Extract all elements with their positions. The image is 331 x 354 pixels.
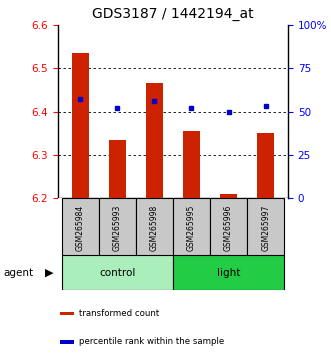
Bar (258, 133, 274, 198)
Bar (220, 194, 237, 198)
Bar (136, 198, 173, 255)
Text: percentile rank within the sample: percentile rank within the sample (79, 337, 224, 347)
Text: light: light (217, 268, 240, 278)
Bar (210, 198, 247, 255)
Bar (247, 198, 284, 255)
Text: control: control (99, 268, 135, 278)
Text: GSM265984: GSM265984 (76, 205, 85, 251)
Text: agent: agent (3, 268, 33, 278)
Text: GSM265998: GSM265998 (150, 205, 159, 251)
Bar (109, 140, 126, 198)
Text: ▶: ▶ (45, 268, 53, 278)
Text: GSM265996: GSM265996 (224, 205, 233, 251)
Bar (173, 198, 210, 255)
Bar (146, 83, 163, 198)
Bar (72, 53, 88, 198)
Bar (62, 255, 173, 290)
Title: GDS3187 / 1442194_at: GDS3187 / 1442194_at (92, 7, 254, 21)
Bar (183, 131, 200, 198)
Bar (60, 340, 74, 344)
Bar (60, 312, 74, 315)
Bar (62, 198, 99, 255)
Text: GSM265993: GSM265993 (113, 205, 122, 251)
Text: transformed count: transformed count (79, 309, 159, 318)
Text: GSM265997: GSM265997 (261, 205, 270, 251)
Bar (173, 255, 284, 290)
Text: GSM265995: GSM265995 (187, 205, 196, 251)
Bar (99, 198, 136, 255)
